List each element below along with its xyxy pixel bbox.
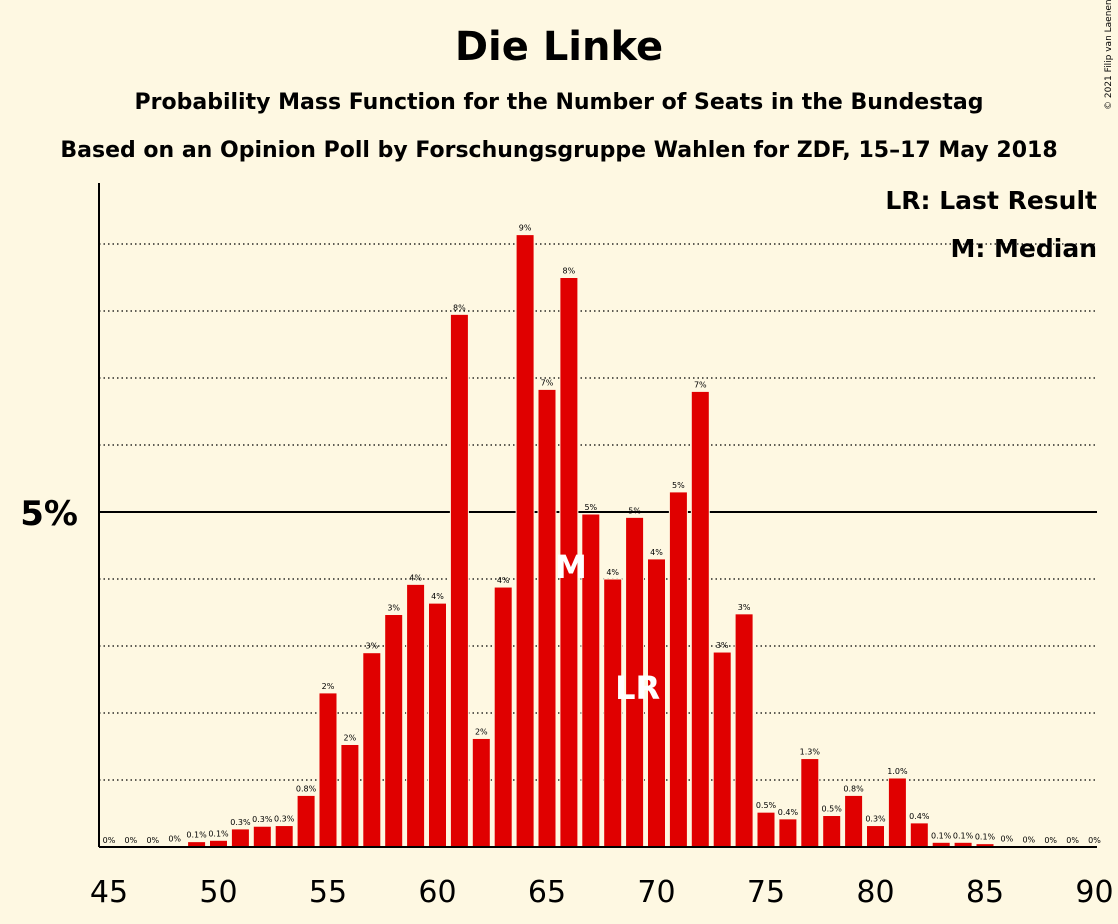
legend-median: M: Median [950,234,1097,263]
bar-seat-51 [230,828,250,848]
bar-value-label: 0.1% [208,829,229,838]
bar-value-label: 0.5% [822,805,843,814]
bar-seat-74 [734,613,754,848]
bar-value-label: 4% [606,568,619,577]
bars [165,234,1039,848]
bar-value-label: 0.3% [274,815,295,824]
bar-value-label: 8% [453,303,466,312]
x-tick-label: 85 [966,875,1004,910]
bar-value-label: 2% [475,727,488,736]
bar-seat-68 [603,578,623,848]
bar-value-label: 9% [519,224,532,233]
bar-value-label: 0.1% [931,831,952,840]
chart-subtitle: Probability Mass Function for the Number… [134,90,984,115]
bar-seat-55 [318,692,338,848]
bar-seat-81 [887,777,907,848]
bar-seat-57 [362,652,382,848]
x-tick-labels: 45 50 55 60 65 70 75 80 85 90 [90,875,1114,910]
chart-source-subtitle: Based on an Opinion Poll by Forschungsgr… [60,138,1058,163]
bar-value-label: 4% [650,548,663,557]
bar-value-label: 7% [694,380,707,389]
bar-value-label: 1.3% [800,748,821,757]
chart-title: Die Linke [454,24,664,70]
bar-seat-82 [909,822,929,848]
bar-value-label: 0.3% [865,815,886,824]
bar-seat-62 [471,737,491,848]
bar-seat-50 [209,839,228,848]
bar-value-label: 0.1% [975,833,996,842]
bar-value-label: 0% [1001,835,1014,844]
bar-value-label: 4% [409,573,422,582]
bar-value-label: 8% [563,267,576,276]
bar-value-label: 3% [716,641,729,650]
bar-value-label: 0% [1022,835,1035,844]
bar-seat-80 [866,825,885,848]
x-tick-label: 70 [637,875,675,910]
bar-seat-78 [822,815,842,848]
x-tick-label: 75 [747,875,785,910]
x-tick-label: 55 [309,875,347,910]
bar-seat-77 [800,758,820,848]
x-tick-label: 50 [199,875,237,910]
bar-value-label: 2% [322,682,335,691]
bar-seat-61 [449,313,469,848]
bar-value-label: 0% [1066,836,1079,845]
bar-value-label: 0.5% [756,801,777,810]
x-tick-label: 80 [856,875,894,910]
bar-value-label: 0% [103,836,116,845]
bar-seat-65 [537,388,557,848]
bar-seat-79 [844,794,864,848]
grid-lines [99,243,1097,781]
last-result-marker: LR [615,669,660,707]
bar-value-label: 0.8% [843,784,864,793]
bar-value-label: 0% [168,835,181,844]
bar-value-label: 3% [738,603,751,612]
bar-value-label: 5% [584,503,597,512]
bar-seat-54 [296,794,316,848]
bar-value-label: 0.1% [953,831,974,840]
bar-value-label: 0.4% [778,808,799,817]
x-tick-label: 90 [1075,875,1113,910]
bar-seat-76 [778,818,798,848]
bar-labels: 0% 0% 0% 0% 0.1% 0.1%0.3% 0.3% 0.3%0.8%2%2%3%3%… [103,224,1102,845]
bar-value-label: 0.3% [252,815,273,824]
bar-value-label: 5% [628,506,641,515]
x-tick-label: 60 [418,875,456,910]
bar-seat-59 [406,583,426,848]
bar-value-label: 1.0% [887,767,908,776]
bar-value-label: 7% [541,378,554,387]
bar-seat-75 [756,811,776,848]
bar-seat-52 [252,825,272,848]
bar-value-label: 0.4% [909,812,930,821]
bar-seat-63 [493,586,513,848]
bar-value-label: 0% [146,836,159,845]
axes: 5% [20,183,1097,848]
bar-seat-60 [428,602,447,848]
bar-value-label: 4% [431,592,444,601]
bar-seat-56 [340,743,360,848]
x-tick-label: 65 [528,875,566,910]
bar-value-label: 0.1% [186,831,207,840]
legend-last-result: LR: Last Result [885,186,1097,215]
median-marker: M [555,548,587,586]
bar-value-label: 0.3% [230,818,251,827]
bar-value-label: 3% [387,604,400,613]
x-tick-label: 45 [90,875,128,910]
y-tick-label: 5% [20,494,78,534]
bar-value-label: 0% [1088,836,1101,845]
bar-value-label: 2% [344,733,357,742]
bar-value-label: 0% [125,836,138,845]
bar-seat-71 [668,491,688,848]
bar-seat-53 [274,825,294,848]
bar-seat-73 [712,651,732,848]
bar-value-label: 0% [1044,836,1057,845]
bar-value-label: 3% [365,642,378,651]
bar-value-label: 5% [672,481,685,490]
bar-seat-58 [384,614,404,848]
bar-value-label: 4% [497,576,510,585]
bar-seat-72 [690,390,710,848]
bar-value-label: 0.8% [296,784,317,793]
bar-seat-64 [515,234,535,848]
